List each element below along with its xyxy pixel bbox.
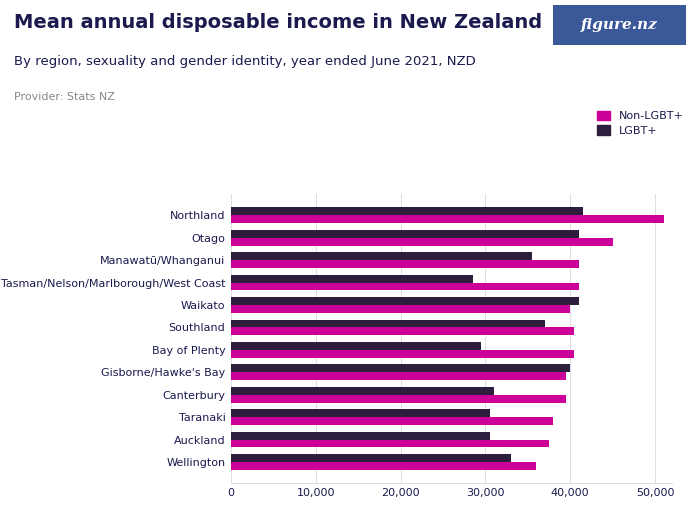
- Bar: [231, 364, 570, 372]
- Bar: [231, 387, 494, 395]
- Bar: [231, 410, 490, 417]
- Bar: [231, 275, 472, 282]
- Bar: [231, 215, 664, 223]
- Bar: [231, 320, 545, 328]
- Bar: [231, 328, 575, 335]
- Bar: [231, 342, 481, 350]
- Text: Provider: Stats NZ: Provider: Stats NZ: [14, 92, 115, 102]
- Text: By region, sexuality and gender identity, year ended June 2021, NZD: By region, sexuality and gender identity…: [14, 55, 476, 68]
- Text: Mean annual disposable income in New Zealand: Mean annual disposable income in New Zea…: [14, 13, 542, 32]
- Text: figure.nz: figure.nz: [581, 18, 658, 32]
- Bar: [231, 395, 566, 403]
- Bar: [231, 282, 579, 290]
- Bar: [231, 350, 575, 358]
- Bar: [231, 417, 553, 425]
- Bar: [231, 260, 579, 268]
- Bar: [231, 462, 536, 470]
- Bar: [231, 305, 570, 313]
- Bar: [231, 230, 579, 238]
- Bar: [231, 432, 490, 439]
- Bar: [231, 297, 579, 305]
- Bar: [231, 207, 583, 215]
- Bar: [231, 439, 549, 447]
- Legend: Non-LGBT+, LGBT+: Non-LGBT+, LGBT+: [597, 111, 684, 136]
- Bar: [231, 252, 532, 260]
- Bar: [231, 372, 566, 380]
- Bar: [231, 238, 612, 246]
- Bar: [231, 454, 511, 462]
